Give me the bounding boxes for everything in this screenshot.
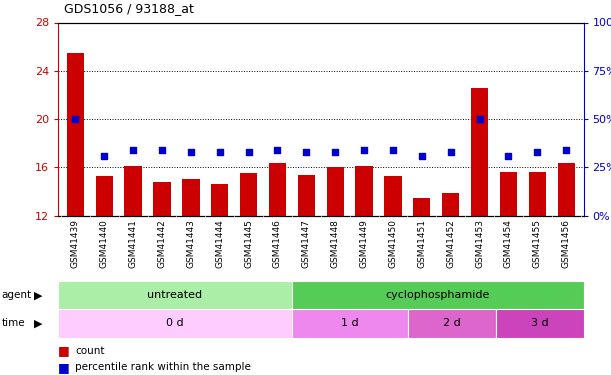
Bar (529, 172, 546, 216)
Text: agent: agent (1, 290, 31, 300)
Text: GSM41442: GSM41442 (158, 219, 166, 268)
Text: GSM41445: GSM41445 (244, 219, 253, 268)
Bar (471, 88, 488, 216)
Point (503, 153, 513, 159)
Text: GSM41451: GSM41451 (417, 219, 426, 268)
Bar (298, 175, 315, 216)
Point (301, 149, 311, 155)
Text: ▶: ▶ (34, 290, 42, 300)
Point (331, 149, 340, 155)
Text: GSM41450: GSM41450 (389, 219, 397, 268)
Point (70, 116, 80, 122)
Bar (182, 179, 200, 216)
Text: 2 d: 2 d (443, 318, 461, 328)
Text: cyclophosphamide: cyclophosphamide (386, 290, 490, 300)
Point (244, 149, 254, 155)
Bar (58, 309, 291, 338)
Point (359, 147, 369, 153)
Point (157, 147, 167, 153)
Bar (269, 162, 286, 216)
Bar (413, 198, 431, 216)
Point (562, 147, 571, 153)
Text: GSM41454: GSM41454 (504, 219, 513, 268)
Text: GSM41455: GSM41455 (533, 219, 542, 268)
Text: count: count (75, 346, 104, 355)
Point (446, 149, 456, 155)
Text: GSM41452: GSM41452 (446, 219, 455, 268)
Point (128, 147, 138, 153)
Text: ■: ■ (58, 344, 70, 357)
Text: GSM41439: GSM41439 (71, 219, 80, 268)
Bar (211, 184, 229, 216)
Bar (95, 176, 113, 216)
Text: GSM41449: GSM41449 (360, 219, 368, 268)
Text: ▶: ▶ (34, 318, 42, 328)
Point (186, 149, 196, 155)
Bar (125, 166, 142, 216)
Text: GSM41440: GSM41440 (100, 219, 109, 268)
Text: GSM41447: GSM41447 (302, 219, 311, 268)
Text: GSM41448: GSM41448 (331, 219, 340, 268)
Point (532, 149, 542, 155)
Bar (291, 309, 408, 338)
Bar (408, 309, 496, 338)
Bar (384, 176, 401, 216)
Bar (496, 309, 584, 338)
Point (388, 147, 398, 153)
Bar (153, 182, 170, 216)
Text: percentile rank within the sample: percentile rank within the sample (75, 363, 251, 372)
Bar (291, 281, 584, 309)
Bar (557, 162, 575, 216)
Bar (356, 166, 373, 216)
Bar (500, 172, 517, 216)
Bar (58, 281, 291, 309)
Text: time: time (1, 318, 25, 328)
Point (273, 147, 282, 153)
Point (475, 116, 485, 122)
Text: ■: ■ (58, 361, 70, 374)
Text: untreated: untreated (147, 290, 202, 300)
Text: 0 d: 0 d (166, 318, 184, 328)
Bar (67, 53, 84, 216)
Bar (442, 193, 459, 216)
Text: GSM41441: GSM41441 (128, 219, 137, 268)
Text: GSM41444: GSM41444 (215, 219, 224, 268)
Text: GDS1056 / 93188_at: GDS1056 / 93188_at (64, 2, 194, 15)
Bar (326, 167, 344, 216)
Point (100, 153, 109, 159)
Point (417, 153, 426, 159)
Text: GSM41456: GSM41456 (562, 219, 571, 268)
Bar (240, 173, 257, 216)
Text: 1 d: 1 d (341, 318, 359, 328)
Text: GSM41453: GSM41453 (475, 219, 484, 268)
Text: GSM41446: GSM41446 (273, 219, 282, 268)
Text: GSM41443: GSM41443 (186, 219, 196, 268)
Point (215, 149, 225, 155)
Text: 3 d: 3 d (531, 318, 549, 328)
